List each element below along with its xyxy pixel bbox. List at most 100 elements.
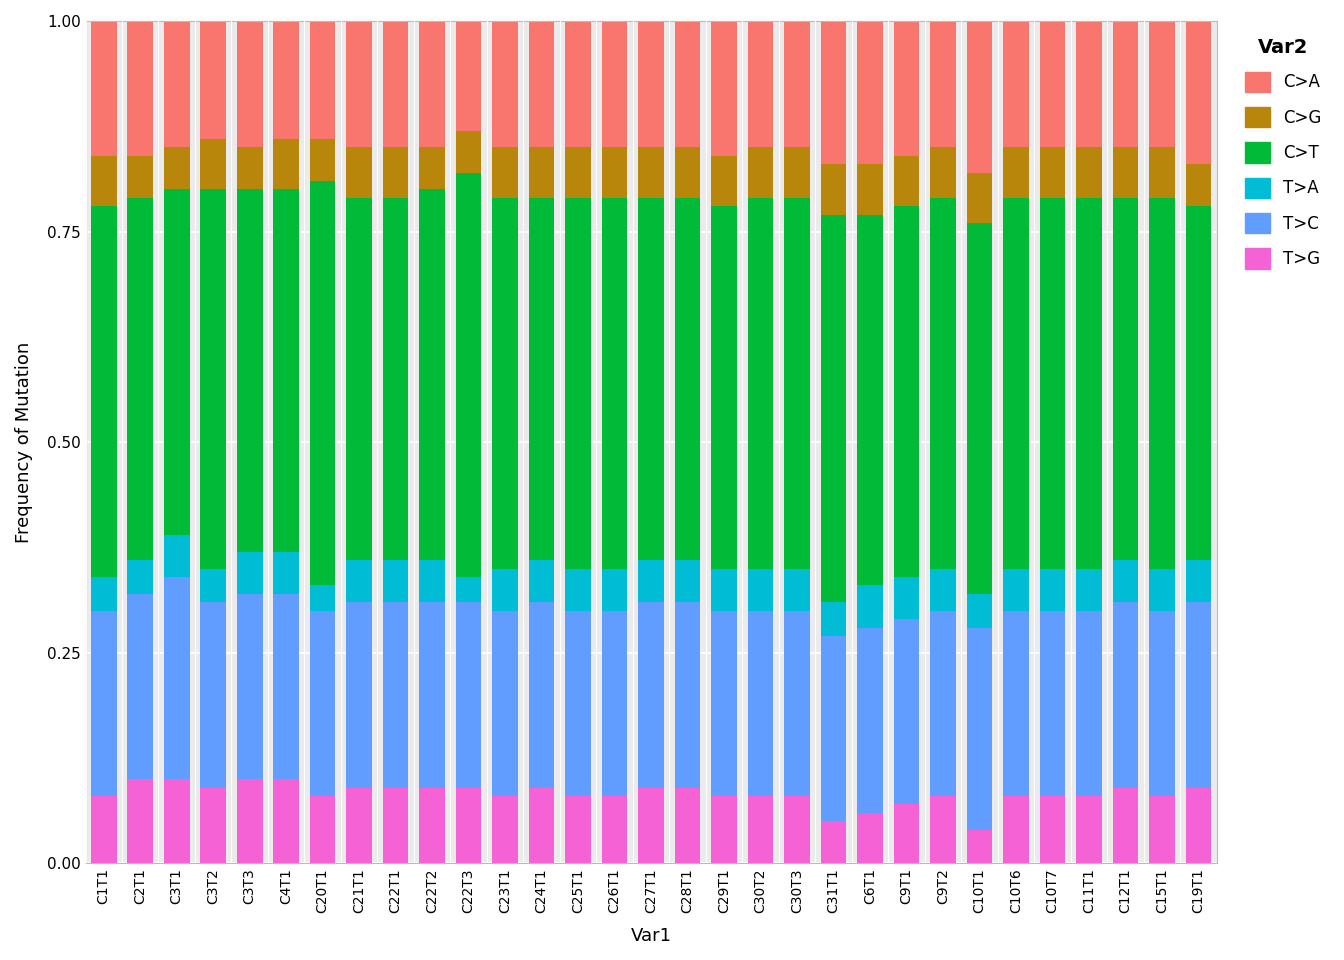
Bar — [566, 147, 591, 198]
Bar — [128, 21, 153, 156]
Bar — [1004, 568, 1030, 611]
Bar — [492, 611, 517, 796]
Bar — [237, 594, 262, 780]
Bar — [785, 21, 810, 147]
Bar — [1040, 611, 1066, 796]
Bar — [1004, 796, 1030, 863]
Bar — [347, 602, 372, 787]
Bar — [237, 552, 262, 594]
Bar — [310, 796, 336, 863]
Bar — [456, 602, 481, 787]
Bar — [91, 577, 117, 611]
Bar — [1113, 21, 1138, 147]
Bar — [128, 594, 153, 780]
Bar — [894, 577, 919, 619]
Bar — [930, 21, 956, 147]
Bar — [1004, 611, 1030, 796]
Bar — [273, 21, 298, 139]
Bar — [456, 21, 481, 131]
Bar — [1040, 21, 1066, 147]
Bar — [747, 568, 773, 611]
Bar — [785, 198, 810, 568]
Bar — [419, 189, 445, 560]
Bar — [237, 189, 262, 552]
Bar — [347, 21, 372, 147]
Bar — [747, 198, 773, 568]
Bar — [1077, 796, 1102, 863]
Bar — [1185, 206, 1211, 560]
Bar — [711, 21, 737, 156]
Bar — [419, 147, 445, 189]
Bar — [1113, 602, 1138, 787]
Bar — [675, 560, 700, 602]
Bar — [419, 21, 445, 147]
Bar — [347, 560, 372, 602]
Bar — [930, 796, 956, 863]
Bar — [530, 787, 555, 863]
Bar — [383, 602, 409, 787]
Bar — [857, 21, 883, 164]
Bar — [930, 611, 956, 796]
Bar — [164, 577, 190, 780]
Bar — [638, 602, 664, 787]
Bar — [1004, 147, 1030, 198]
Bar — [310, 586, 336, 611]
Bar — [419, 560, 445, 602]
Bar — [1149, 198, 1175, 568]
Bar — [164, 780, 190, 863]
Bar — [894, 206, 919, 577]
Bar — [1149, 796, 1175, 863]
Bar — [966, 223, 992, 594]
Bar — [347, 147, 372, 198]
Bar — [310, 181, 336, 586]
Bar — [747, 611, 773, 796]
Bar — [1185, 21, 1211, 164]
Bar — [530, 602, 555, 787]
Bar — [821, 215, 847, 602]
Bar — [200, 568, 226, 602]
Bar — [711, 156, 737, 206]
Bar — [857, 628, 883, 813]
Bar — [747, 147, 773, 198]
Bar — [383, 147, 409, 198]
Bar — [1113, 560, 1138, 602]
Bar — [164, 21, 190, 147]
Bar — [128, 780, 153, 863]
Bar — [273, 552, 298, 594]
Bar — [383, 560, 409, 602]
Bar — [785, 147, 810, 198]
Bar — [711, 568, 737, 611]
Bar — [91, 21, 117, 156]
Bar — [91, 206, 117, 577]
Bar — [530, 198, 555, 560]
Bar — [200, 139, 226, 189]
Bar — [237, 147, 262, 189]
Bar — [675, 21, 700, 147]
Bar — [785, 796, 810, 863]
Bar — [638, 787, 664, 863]
Bar — [1113, 787, 1138, 863]
Bar — [1040, 198, 1066, 568]
Bar — [566, 611, 591, 796]
Bar — [273, 594, 298, 780]
Bar — [128, 560, 153, 594]
Bar — [566, 21, 591, 147]
Bar — [164, 535, 190, 577]
Bar — [456, 577, 481, 602]
Bar — [347, 198, 372, 560]
Bar — [128, 198, 153, 560]
Bar — [1077, 21, 1102, 147]
Bar — [1077, 147, 1102, 198]
Bar — [566, 796, 591, 863]
Bar — [930, 568, 956, 611]
Bar — [91, 796, 117, 863]
Bar — [1040, 147, 1066, 198]
Bar — [711, 796, 737, 863]
Bar — [456, 173, 481, 577]
Bar — [492, 198, 517, 568]
Bar — [492, 21, 517, 147]
Bar — [237, 21, 262, 147]
Bar — [966, 829, 992, 863]
Bar — [492, 147, 517, 198]
Bar — [711, 611, 737, 796]
